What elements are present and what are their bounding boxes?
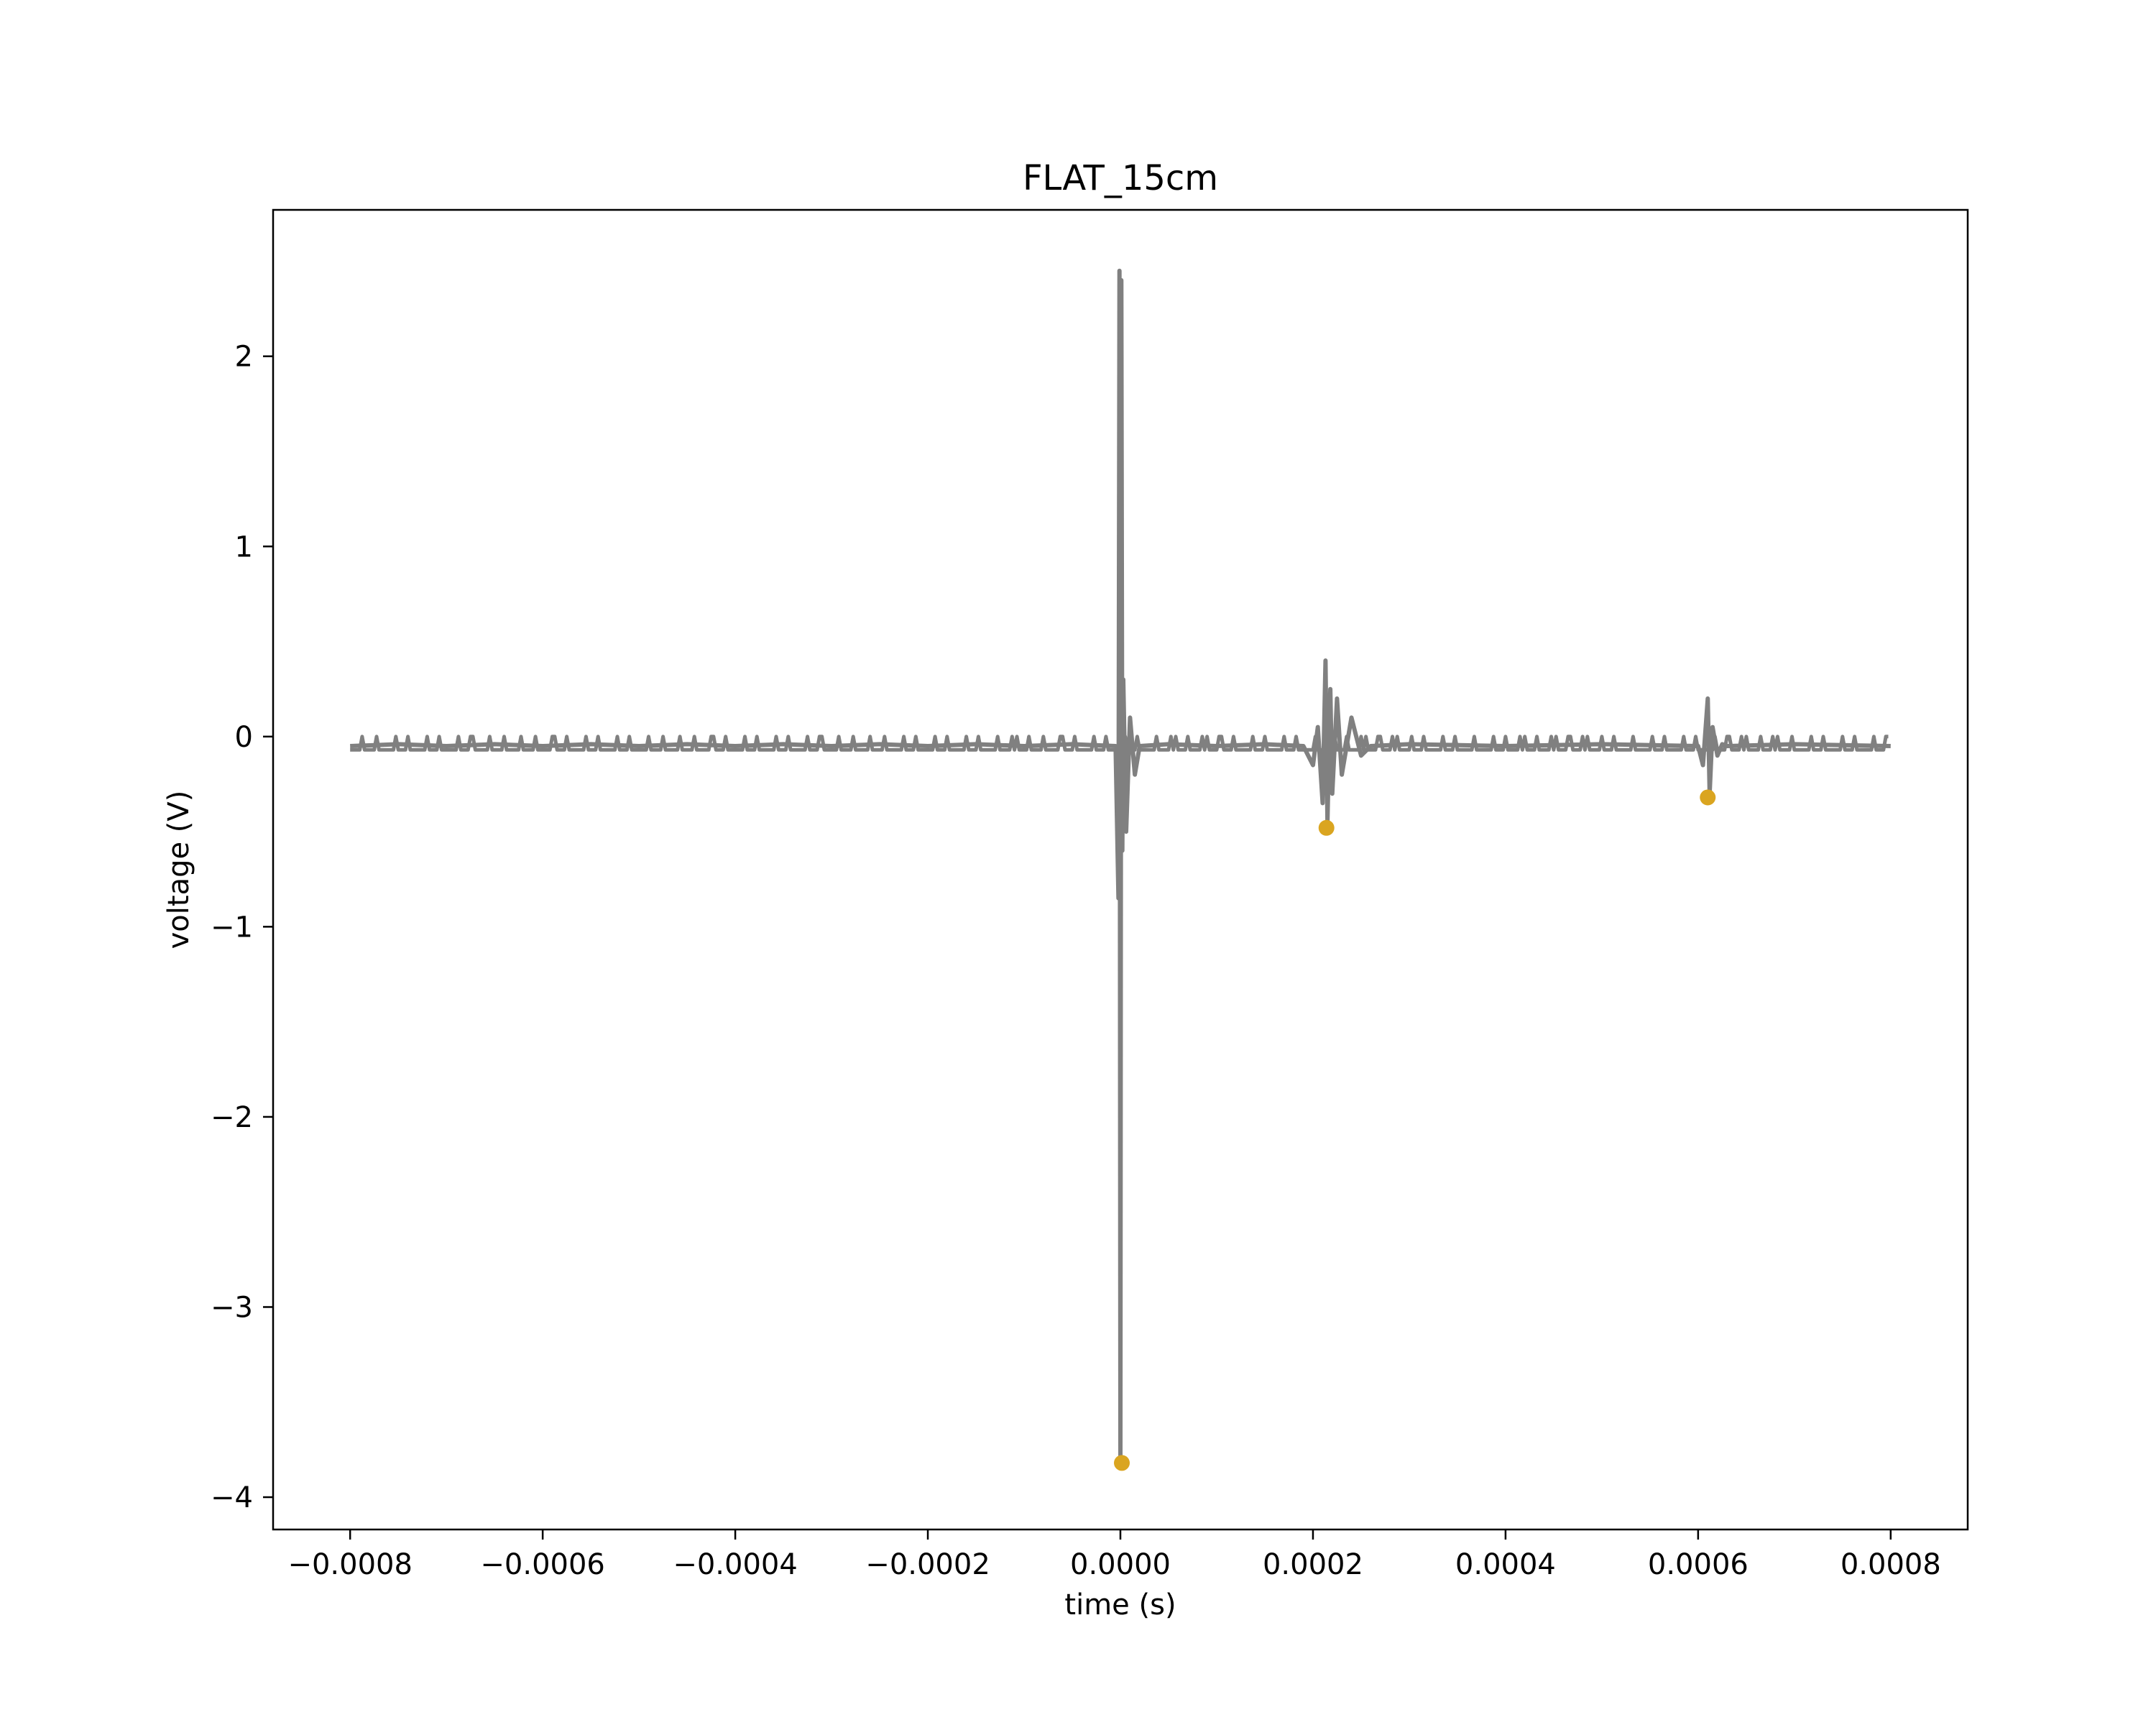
y-tick-label: −4 <box>211 1481 253 1514</box>
x-tick-label: −0.0008 <box>287 1548 412 1581</box>
y-tick-label: −3 <box>211 1291 253 1324</box>
y-tick-label: 1 <box>235 530 253 564</box>
plot-area <box>350 268 1891 1471</box>
y-tick-label: −2 <box>211 1101 253 1134</box>
x-tick-label: 0.0008 <box>1841 1548 1941 1581</box>
peak-marker <box>1114 1455 1130 1471</box>
x-tick-label: 0.0004 <box>1455 1548 1556 1581</box>
y-tick-label: 2 <box>235 341 253 374</box>
x-tick-label: −0.0002 <box>865 1548 990 1581</box>
x-tick-label: 0.0006 <box>1648 1548 1749 1581</box>
peak-marker <box>1700 789 1716 806</box>
x-tick-label: −0.0004 <box>673 1548 797 1581</box>
axis-ticks: −0.0008 −0.0006 −0.0004 −0.0002 0.0000 0.0002… <box>211 341 1941 1581</box>
peak-marker <box>1318 819 1335 836</box>
x-tick-label: 0.0000 <box>1070 1548 1171 1581</box>
y-tick-label: 0 <box>235 721 253 754</box>
y-tick-label: −1 <box>211 911 253 944</box>
chart-title: FLAT_15cm <box>1023 158 1218 198</box>
axes-frame <box>272 208 1969 1531</box>
series-line-0 <box>350 268 1891 1462</box>
y-axis-label: voltage (V) <box>162 791 195 949</box>
x-axis-label: time (s) <box>1064 1588 1176 1622</box>
x-tick-label: 0.0002 <box>1263 1548 1363 1581</box>
x-tick-label: −0.0006 <box>480 1548 604 1581</box>
